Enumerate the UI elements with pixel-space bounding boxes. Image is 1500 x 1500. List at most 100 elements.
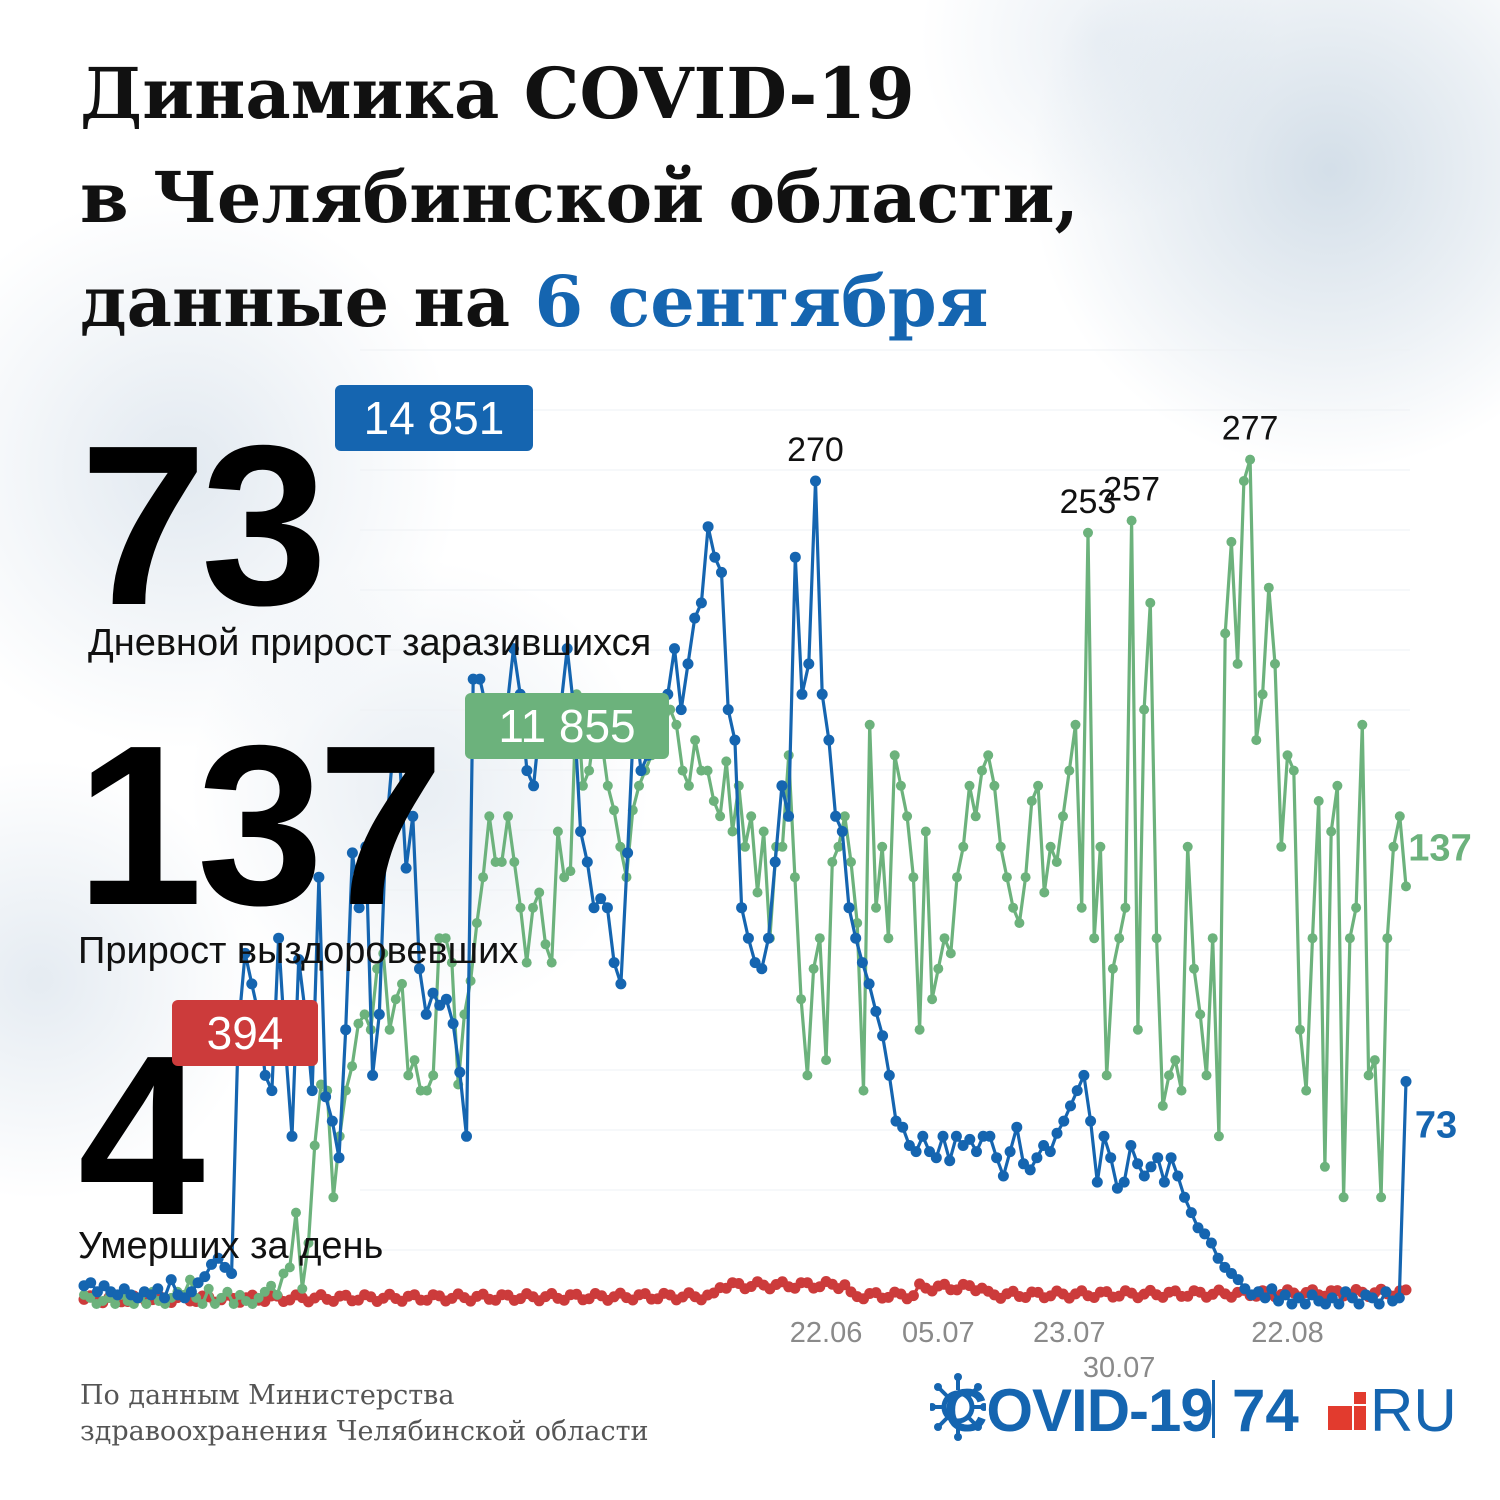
recovered-point <box>1313 796 1324 806</box>
recovered-point <box>1276 841 1287 852</box>
recovered-point <box>197 1299 208 1309</box>
title-line-3-prefix: данные на <box>80 260 511 343</box>
recovered-point <box>1263 582 1274 593</box>
x-tick-label: 23.07 <box>1033 1317 1106 1349</box>
infected-point <box>930 1152 942 1164</box>
infected-point <box>709 551 721 563</box>
recovered-point <box>1282 750 1293 761</box>
recovered-point <box>496 857 507 867</box>
infected-point <box>997 1170 1009 1182</box>
infected-point <box>836 826 848 837</box>
recovered-point <box>1020 872 1031 883</box>
recovered-point <box>1301 1085 1312 1096</box>
recovered-point <box>1126 515 1137 526</box>
infected-point <box>1031 1152 1043 1164</box>
recovered-point <box>266 1280 277 1291</box>
recovered-point <box>110 1299 121 1309</box>
recovered-point <box>1095 841 1106 852</box>
infected-point <box>883 1069 895 1081</box>
recovered-point <box>1064 765 1075 776</box>
recovered-point <box>316 1079 326 1090</box>
recovered-point <box>1213 1131 1224 1142</box>
deaths-point <box>907 1290 919 1302</box>
recovered-point <box>1045 841 1056 852</box>
recovered-point <box>777 841 788 852</box>
recovered-point <box>359 1009 370 1020</box>
infected-point <box>675 704 687 716</box>
infected-point <box>199 1271 211 1283</box>
recovered-point <box>1089 933 1100 944</box>
recovered-point <box>746 811 757 822</box>
infected-point <box>346 847 358 859</box>
recovered-point <box>1033 780 1044 791</box>
recovered-point <box>1207 933 1218 944</box>
recovered-point <box>253 1292 264 1303</box>
recovered-point <box>540 939 551 950</box>
infected-point <box>870 1005 882 1017</box>
infected-point <box>1145 1161 1157 1173</box>
recovered-point <box>939 933 950 944</box>
infected-point <box>326 1115 338 1127</box>
infected-point <box>528 780 540 792</box>
recovered-point <box>634 780 644 791</box>
recovered-point <box>503 811 513 822</box>
recovered-point <box>210 1299 220 1309</box>
infected-point <box>212 1252 224 1264</box>
deaths-series <box>78 1276 1412 1309</box>
recovered-point <box>609 805 619 816</box>
infected-point <box>944 1155 956 1167</box>
peak-label: 270 <box>787 431 844 469</box>
recovered-point <box>1101 1070 1112 1081</box>
infected-point <box>1259 1292 1271 1304</box>
recovered-point <box>577 780 588 791</box>
recovered-point <box>1295 1024 1305 1035</box>
recovered-point <box>1058 811 1068 822</box>
infected-point <box>830 810 842 822</box>
recovered-point <box>1326 826 1337 837</box>
recovered-point <box>1195 1009 1206 1020</box>
infected-point <box>1132 1158 1144 1170</box>
recovered-point <box>185 1274 195 1285</box>
infected-point <box>669 643 680 655</box>
recovered-point <box>1039 887 1050 898</box>
recovered-point <box>1189 963 1199 974</box>
recovered-point <box>1363 1070 1374 1081</box>
recovered-point <box>446 957 457 968</box>
recovered-point <box>515 902 526 913</box>
infected-point <box>521 765 533 777</box>
logo-separator <box>1212 1380 1215 1438</box>
logo-covid-text: COVID-19 <box>944 1377 1214 1444</box>
recovered-point <box>1338 1192 1349 1203</box>
recovered-point <box>422 1085 432 1096</box>
recovered-point <box>877 841 888 852</box>
infected-point <box>1266 1283 1278 1295</box>
recovered-point <box>1201 1070 1212 1081</box>
recovered-point <box>272 1289 283 1300</box>
recovered-point <box>1114 933 1125 944</box>
recovered-point <box>933 963 944 974</box>
recovered-point <box>1014 918 1025 928</box>
recovered-point <box>858 1085 869 1096</box>
infected-point <box>1058 1115 1070 1127</box>
infected-label: Дневной прирост заразившихся <box>88 622 652 664</box>
infected-point <box>937 1130 949 1142</box>
recovered-point <box>846 857 856 867</box>
infected-point <box>1091 1176 1103 1188</box>
recovered-point <box>927 994 938 1005</box>
logo-squares-icon <box>1328 1392 1366 1430</box>
infected-point <box>1165 1152 1177 1164</box>
infected-point <box>239 947 251 959</box>
recovered-point <box>727 826 738 837</box>
infected-point <box>756 963 768 975</box>
infected-point <box>796 688 808 700</box>
recovered-point <box>565 866 576 877</box>
title-line-3: данные на 6 сентября <box>80 250 1079 354</box>
peak-label: 277 <box>1222 410 1279 448</box>
infected-point <box>917 1130 929 1142</box>
recovered-point <box>752 887 763 898</box>
infected-point <box>729 734 741 746</box>
recovered-point <box>1120 902 1131 913</box>
source-note: По данным Министерства здравоохранения Ч… <box>80 1378 649 1450</box>
recovered-total-badge: 11 855 <box>465 693 669 759</box>
